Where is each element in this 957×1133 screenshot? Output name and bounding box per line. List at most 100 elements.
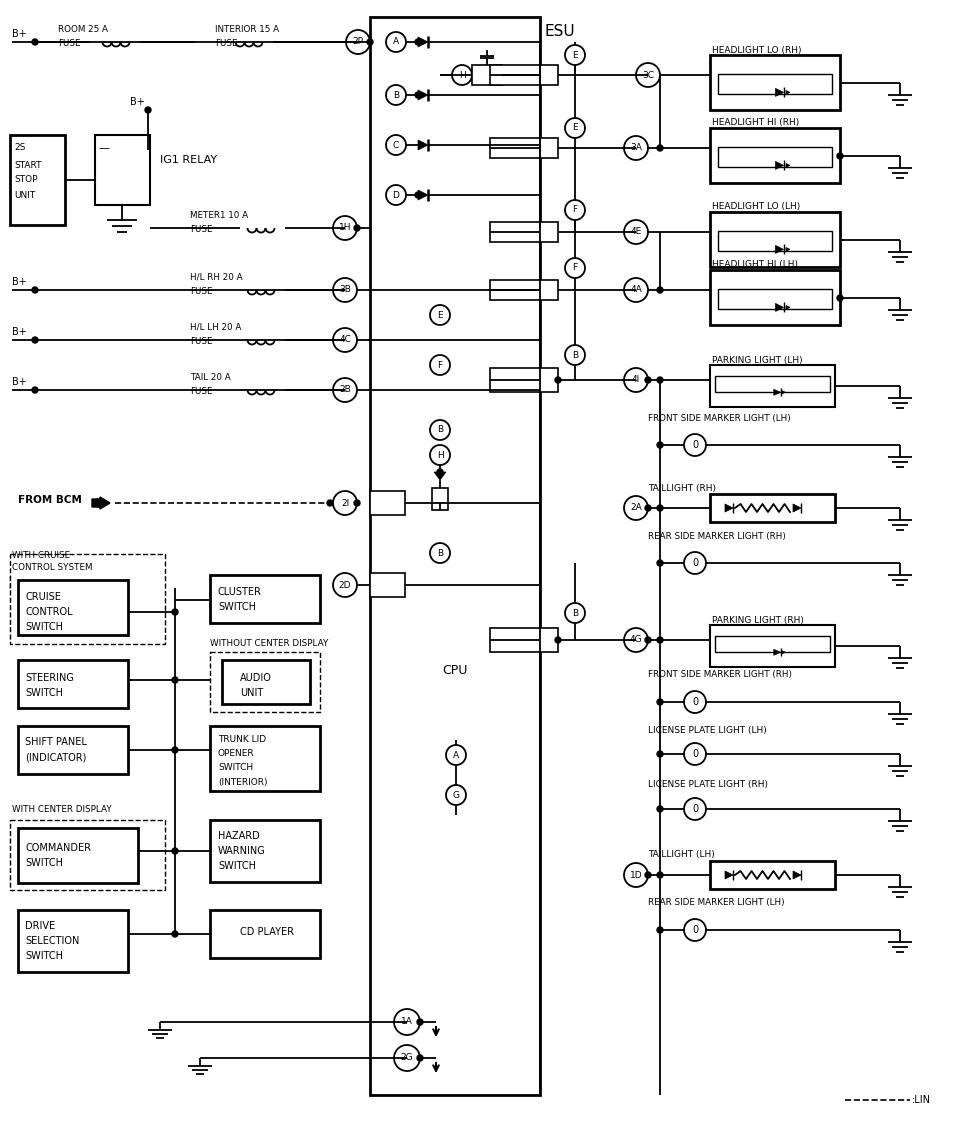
Text: 4G: 4G — [630, 636, 642, 645]
Text: E: E — [572, 51, 578, 60]
Circle shape — [657, 751, 663, 757]
Text: B+: B+ — [12, 29, 27, 39]
Text: 0: 0 — [692, 749, 698, 759]
Bar — [370, 17, 540, 1094]
Text: CRUISE: CRUISE — [25, 593, 61, 602]
Text: 1D: 1D — [630, 870, 642, 879]
Circle shape — [452, 65, 472, 85]
Bar — [710, 270, 840, 325]
Circle shape — [172, 847, 178, 854]
Bar — [490, 138, 558, 157]
Text: 0: 0 — [692, 697, 698, 707]
Circle shape — [386, 185, 406, 205]
Bar — [718, 231, 832, 250]
Circle shape — [657, 699, 663, 705]
Circle shape — [333, 491, 357, 516]
Text: TRUNK LID: TRUNK LID — [218, 735, 266, 744]
Bar — [18, 661, 128, 708]
Bar — [710, 365, 835, 407]
Circle shape — [32, 287, 38, 293]
Text: F: F — [572, 264, 578, 273]
Circle shape — [657, 145, 663, 151]
Text: B: B — [437, 548, 443, 557]
Text: B+: B+ — [12, 327, 27, 337]
Circle shape — [657, 927, 663, 932]
Circle shape — [354, 500, 360, 506]
Circle shape — [386, 32, 406, 52]
Bar — [710, 128, 840, 184]
Circle shape — [837, 295, 843, 301]
Text: FUSE: FUSE — [58, 39, 80, 48]
Bar — [490, 628, 558, 651]
Polygon shape — [775, 304, 784, 312]
Text: 2I: 2I — [341, 499, 349, 508]
Text: ESU: ESU — [545, 25, 575, 40]
Polygon shape — [793, 871, 801, 879]
Text: REAR SIDE MARKER LIGHT (RH): REAR SIDE MARKER LIGHT (RH) — [648, 531, 786, 540]
Text: B: B — [393, 91, 399, 100]
Polygon shape — [434, 472, 446, 480]
Circle shape — [624, 278, 648, 303]
Text: DRIVE: DRIVE — [25, 921, 56, 931]
Text: A: A — [393, 37, 399, 46]
Circle shape — [446, 746, 466, 765]
Text: 2S: 2S — [14, 144, 26, 153]
Text: 4E: 4E — [631, 228, 641, 237]
Polygon shape — [418, 140, 428, 150]
Text: B+: B+ — [12, 276, 27, 287]
Text: WITH CRUISE: WITH CRUISE — [12, 551, 70, 560]
Circle shape — [624, 863, 648, 887]
Text: F: F — [572, 205, 578, 214]
Bar — [10, 135, 65, 225]
Text: METER1 10 A: METER1 10 A — [190, 211, 248, 220]
Bar — [18, 828, 138, 883]
Text: TAIL 20 A: TAIL 20 A — [190, 373, 231, 382]
Circle shape — [565, 201, 585, 220]
Text: SELECTION: SELECTION — [25, 936, 79, 946]
Circle shape — [32, 39, 38, 45]
Bar — [490, 280, 558, 300]
Text: SWITCH: SWITCH — [25, 622, 63, 632]
Circle shape — [333, 573, 357, 597]
Text: FRONT SIDE MARKER LIGHT (LH): FRONT SIDE MARKER LIGHT (LH) — [648, 414, 790, 423]
Circle shape — [430, 305, 450, 325]
Circle shape — [565, 118, 585, 138]
Text: CONTROL: CONTROL — [25, 607, 73, 617]
Text: FUSE: FUSE — [190, 287, 212, 296]
FancyArrow shape — [92, 497, 110, 509]
Text: 2P: 2P — [352, 37, 364, 46]
Circle shape — [624, 220, 648, 244]
Circle shape — [32, 387, 38, 393]
Bar — [10, 554, 165, 644]
Circle shape — [657, 377, 663, 383]
Text: UNIT: UNIT — [240, 688, 263, 698]
Bar — [18, 910, 128, 972]
Bar — [18, 726, 128, 774]
Bar — [718, 147, 832, 167]
Circle shape — [657, 806, 663, 812]
Circle shape — [172, 610, 178, 615]
Text: WITH CENTER DISPLAY: WITH CENTER DISPLAY — [12, 806, 112, 815]
Circle shape — [333, 278, 357, 303]
Circle shape — [172, 747, 178, 753]
Text: 0: 0 — [692, 925, 698, 935]
Text: 3B: 3B — [339, 286, 351, 295]
Circle shape — [333, 378, 357, 402]
Text: SWITCH: SWITCH — [218, 764, 253, 773]
Text: 0: 0 — [692, 557, 698, 568]
Text: H/L LH 20 A: H/L LH 20 A — [190, 323, 241, 332]
Bar — [10, 820, 165, 891]
Circle shape — [657, 287, 663, 293]
Text: FUSE: FUSE — [215, 39, 237, 48]
Text: 3A: 3A — [630, 144, 642, 153]
Text: OPENER: OPENER — [218, 750, 255, 758]
Circle shape — [415, 92, 421, 97]
Text: G: G — [453, 791, 459, 800]
Circle shape — [415, 191, 421, 198]
Text: SWITCH: SWITCH — [25, 858, 63, 868]
Polygon shape — [725, 504, 733, 512]
Text: C: C — [393, 140, 399, 150]
Bar — [370, 491, 405, 516]
Text: ROOM 25 A: ROOM 25 A — [58, 25, 108, 34]
Text: WITHOUT CENTER DISPLAY: WITHOUT CENTER DISPLAY — [210, 639, 328, 647]
